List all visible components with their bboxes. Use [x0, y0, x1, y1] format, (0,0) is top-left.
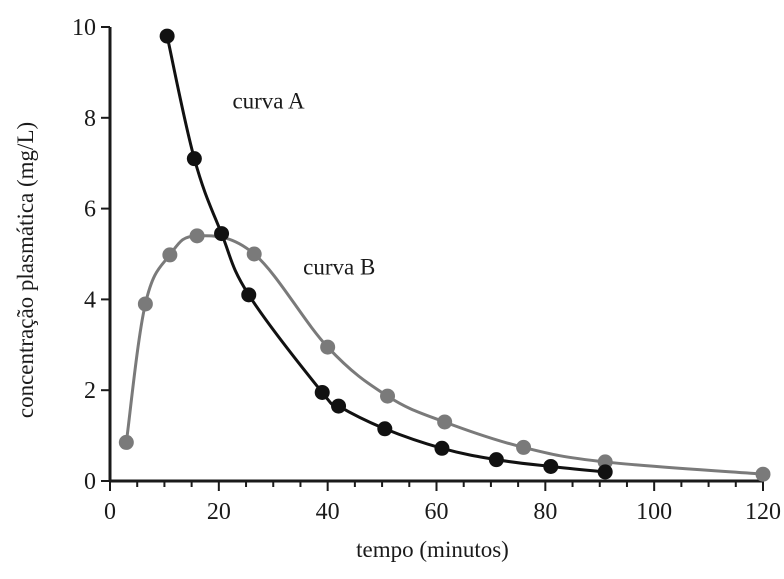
curva-a-point — [543, 458, 559, 474]
curva-a-point — [331, 398, 347, 414]
x-tick-label: 20 — [207, 499, 231, 525]
curva-b-point — [137, 296, 153, 312]
curva-a-point — [159, 28, 175, 44]
y-tick-label: 10 — [72, 15, 96, 41]
x-tick-label: 60 — [425, 499, 449, 525]
y-axis-title: concentração plasmática (mg/L) — [13, 122, 38, 418]
curva-b-point — [246, 246, 262, 262]
curva-b-point — [516, 439, 532, 455]
curva-a-point — [434, 440, 450, 456]
curva-b-point — [118, 434, 134, 450]
curva-a-point — [597, 464, 613, 480]
curva-b-label: curva B — [303, 254, 375, 279]
curva-b-line — [124, 234, 765, 476]
curva-a-point — [488, 452, 504, 468]
y-tick-label: 4 — [84, 287, 96, 313]
curva-a-point — [186, 151, 202, 167]
curva-a-label: curva A — [232, 89, 305, 114]
y-tick-label: 0 — [84, 469, 96, 495]
curva-b-point — [162, 247, 178, 263]
x-tick-label: 40 — [316, 499, 340, 525]
x-tick-label: 100 — [636, 499, 672, 525]
curva-b-point — [437, 414, 453, 430]
curva-a-point — [214, 226, 230, 242]
y-tick-label: 6 — [84, 197, 96, 223]
labels-layer: tempo (minutos) concentração plasmática (… — [13, 89, 509, 562]
y-tick-label: 8 — [84, 106, 96, 132]
y-tick-label: 2 — [84, 378, 96, 404]
x-tick-label: 120 — [745, 499, 781, 525]
curves-layer — [124, 34, 765, 476]
curva-b-point — [755, 466, 771, 482]
x-tick-label: 0 — [104, 499, 116, 525]
curva-b-point — [320, 339, 336, 355]
points-layer — [118, 28, 771, 482]
curva-a-point — [241, 287, 257, 303]
x-tick-label: 80 — [533, 499, 557, 525]
curva-b-point — [380, 388, 396, 404]
curva-b-point — [189, 228, 205, 244]
curva-a-point — [377, 421, 393, 437]
curva-a-point — [314, 384, 330, 400]
x-axis-title: tempo (minutos) — [356, 537, 509, 562]
